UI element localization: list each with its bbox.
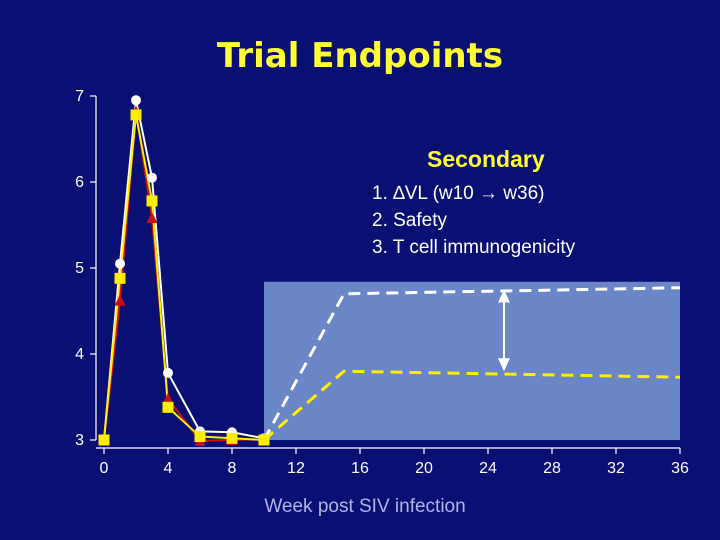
shaded-region xyxy=(264,281,680,440)
series-point-white xyxy=(131,95,141,106)
secondary-item-vl: 1. ∆VL (w10 → w36) xyxy=(372,183,545,204)
x-tick-label: 20 xyxy=(415,460,433,477)
series-point-red xyxy=(162,392,174,404)
x-tick-label: 12 xyxy=(287,460,305,477)
x-tick-label: 24 xyxy=(479,460,497,477)
secondary-heading: Secondary xyxy=(427,146,545,172)
series-point-red xyxy=(146,212,158,224)
series-point-white xyxy=(163,367,173,378)
secondary-item-immunogenicity: 3. T cell immunogenicity xyxy=(372,237,576,258)
series-point-yellow xyxy=(114,272,126,284)
series-point-white xyxy=(147,172,157,183)
y-tick-label: 4 xyxy=(75,346,84,363)
series-point-yellow xyxy=(146,195,158,207)
series-point-red xyxy=(114,294,126,306)
series-point-yellow xyxy=(98,434,110,446)
y-tick-label: 7 xyxy=(75,88,84,105)
series-point-white xyxy=(115,258,125,269)
projection-line-yellow xyxy=(263,369,681,442)
y-tick-label: 5 xyxy=(75,260,84,277)
annotation-arrow-head-top xyxy=(498,289,510,303)
series-line-red xyxy=(103,111,265,442)
series-point-yellow xyxy=(226,432,238,444)
series-point-yellow xyxy=(162,401,174,413)
series-line-white xyxy=(103,100,265,441)
x-tick-label: 32 xyxy=(607,460,625,477)
series-point-yellow xyxy=(130,109,142,121)
annotation-arrow-head-bottom xyxy=(498,358,510,372)
secondary-item-safety: 2. Safety xyxy=(372,210,447,231)
x-tick-label: 36 xyxy=(671,460,689,477)
x-tick-label: 4 xyxy=(164,460,173,477)
x-tick-label: 0 xyxy=(100,460,109,477)
slide-title: Trial Endpoints xyxy=(216,36,504,76)
x-axis-label: Week post SIV infection xyxy=(264,496,466,517)
y-tick-label: 3 xyxy=(75,432,84,449)
x-tick-label: 8 xyxy=(228,460,237,477)
secondary-list: 1. ∆VL (w10 → w36) 2. Safety 3. T cell i… xyxy=(372,180,575,261)
series-line-yellow xyxy=(103,114,265,441)
series-point-yellow xyxy=(194,431,206,443)
projection-line-white xyxy=(262,286,681,441)
x-tick-label: 28 xyxy=(543,460,561,477)
x-tick-label: 16 xyxy=(351,460,369,477)
series-point-yellow xyxy=(258,434,270,446)
y-tick-label: 6 xyxy=(75,174,84,191)
